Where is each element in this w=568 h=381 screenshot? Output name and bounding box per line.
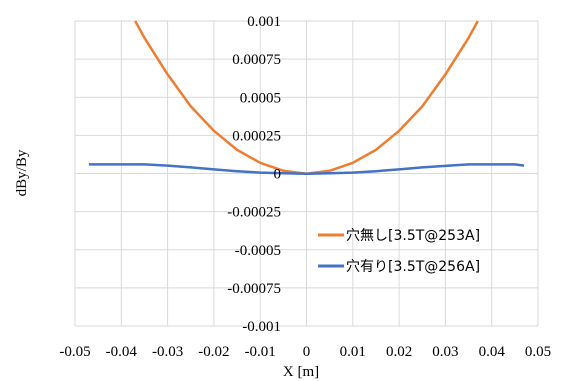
legend: 穴無し[3.5T@253A] 穴有り[3.5T@256A] [318,228,480,275]
y-tick-label: 0.00075 [232,52,281,68]
x-tick-label: -0.03 [152,344,183,360]
y-tick-labels: 0.001 0.00075 0.0005 0.00025 0 -0.00025 -0.000… [227,14,281,335]
x-tick-label: 0 [303,344,311,360]
y-tick-label: -0.0005 [235,243,281,259]
x-tick-label: 0.04 [479,344,506,360]
y-tick-label: -0.001 [242,319,281,335]
x-tick-label: 0.05 [525,344,551,360]
y-tick-label: 0.0005 [240,90,281,106]
legend-label-series-2: 穴有り[3.5T@256A] [346,259,480,275]
legend-label-series-1: 穴無し[3.5T@253A] [346,228,480,244]
x-tick-label: 0.03 [432,344,458,360]
x-tick-labels: -0.05 -0.04 -0.03 -0.02 -0.01 0 0.01 0.02 0.03 0.… [59,344,551,360]
series-layer [88,20,525,176]
x-tick-label: 0.01 [340,344,366,360]
x-tick-label: -0.01 [245,344,276,360]
y-tick-label: 0.001 [247,14,281,30]
y-tick-label: -0.00025 [227,205,281,221]
y-axis-title: dBy/By [14,149,30,196]
y-tick-label: 0 [274,167,282,183]
x-tick-label: -0.02 [198,344,229,360]
series-line-2 [88,163,525,175]
x-tick-label: -0.04 [106,344,138,360]
y-tick-label: -0.00075 [227,281,281,297]
y-tick-label: 0.00025 [232,128,281,144]
x-tick-label: 0.02 [386,344,412,360]
x-tick-label: -0.05 [59,344,90,360]
x-axis-title: X [m] [283,364,319,380]
